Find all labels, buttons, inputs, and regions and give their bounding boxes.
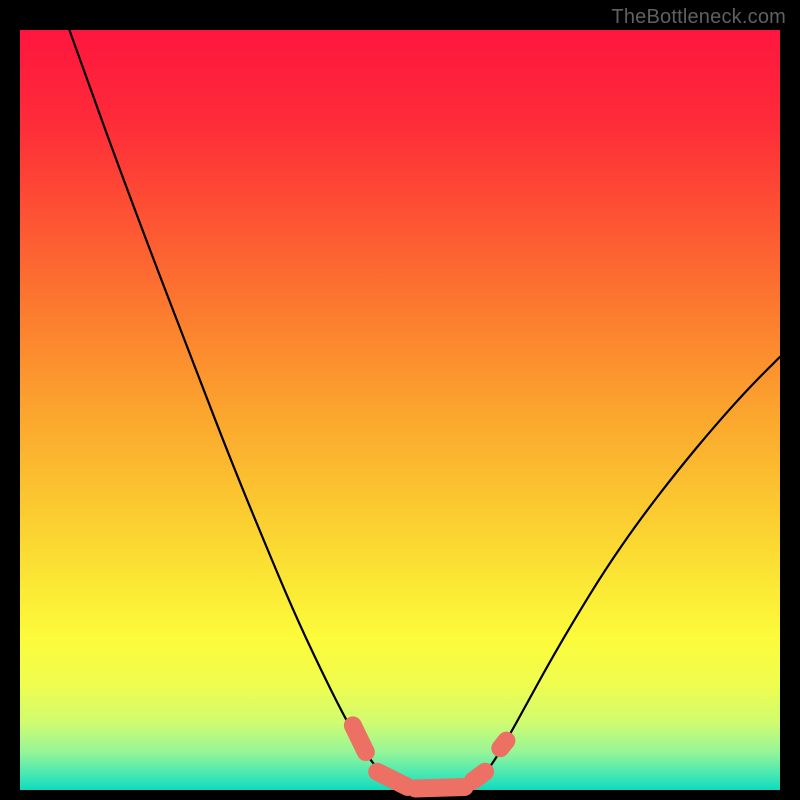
watermark-text: TheBottleneck.com bbox=[611, 6, 786, 29]
chart-stage: TheBottleneck.com bbox=[0, 0, 800, 800]
curve-marker bbox=[415, 787, 464, 789]
bottleneck-curve-chart bbox=[0, 0, 800, 800]
curve-marker bbox=[353, 725, 366, 752]
curve-marker bbox=[500, 741, 506, 749]
plot-background bbox=[20, 30, 780, 790]
curve-marker bbox=[473, 772, 485, 781]
